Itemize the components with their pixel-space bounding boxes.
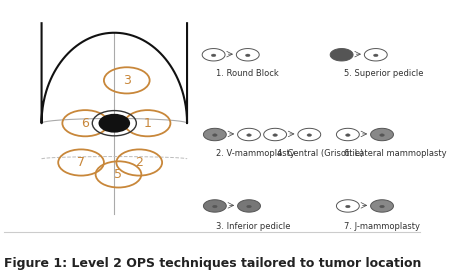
Polygon shape: [203, 200, 226, 212]
Text: 6: 6: [81, 117, 89, 130]
Text: 3: 3: [123, 74, 131, 87]
Circle shape: [247, 134, 251, 137]
Text: 1: 1: [144, 117, 152, 130]
Polygon shape: [237, 200, 260, 212]
Circle shape: [273, 134, 277, 137]
Circle shape: [212, 205, 217, 208]
Circle shape: [374, 54, 378, 57]
Text: 1. Round Block: 1. Round Block: [216, 69, 279, 78]
Text: 2: 2: [135, 156, 143, 169]
Text: 7. J-mammoplasty: 7. J-mammoplasty: [344, 222, 420, 231]
Circle shape: [380, 134, 384, 137]
Polygon shape: [298, 128, 321, 141]
Polygon shape: [203, 128, 226, 141]
Text: 5. Superior pedicle: 5. Superior pedicle: [344, 69, 424, 78]
Text: 5: 5: [114, 168, 122, 181]
Circle shape: [339, 54, 344, 57]
Polygon shape: [337, 200, 359, 212]
Circle shape: [211, 54, 216, 57]
Circle shape: [212, 134, 217, 137]
Circle shape: [246, 54, 250, 57]
Text: 2. V-mammoplasty: 2. V-mammoplasty: [216, 149, 295, 158]
Polygon shape: [264, 128, 287, 141]
Text: 6. Lateral mammoplasty: 6. Lateral mammoplasty: [344, 149, 447, 158]
Polygon shape: [337, 128, 359, 141]
Circle shape: [346, 134, 350, 137]
Text: Figure 1: Level 2 OPS techniques tailored to tumor location: Figure 1: Level 2 OPS techniques tailore…: [4, 256, 421, 270]
Polygon shape: [202, 49, 225, 61]
Polygon shape: [237, 128, 260, 141]
Circle shape: [247, 205, 251, 208]
Circle shape: [307, 134, 311, 137]
Circle shape: [100, 115, 129, 132]
Polygon shape: [371, 200, 393, 212]
Circle shape: [380, 205, 384, 208]
Polygon shape: [371, 128, 393, 141]
Circle shape: [346, 205, 350, 208]
Polygon shape: [237, 49, 259, 61]
Text: 4. Central (Grisottie): 4. Central (Grisottie): [277, 149, 363, 158]
Text: 3. Inferior pedicle: 3. Inferior pedicle: [216, 222, 291, 231]
Polygon shape: [330, 49, 353, 61]
Text: 7: 7: [77, 156, 85, 169]
Polygon shape: [365, 49, 387, 61]
